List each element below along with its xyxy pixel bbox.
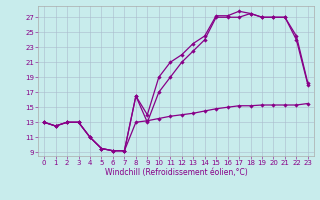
X-axis label: Windchill (Refroidissement éolien,°C): Windchill (Refroidissement éolien,°C) [105,168,247,177]
